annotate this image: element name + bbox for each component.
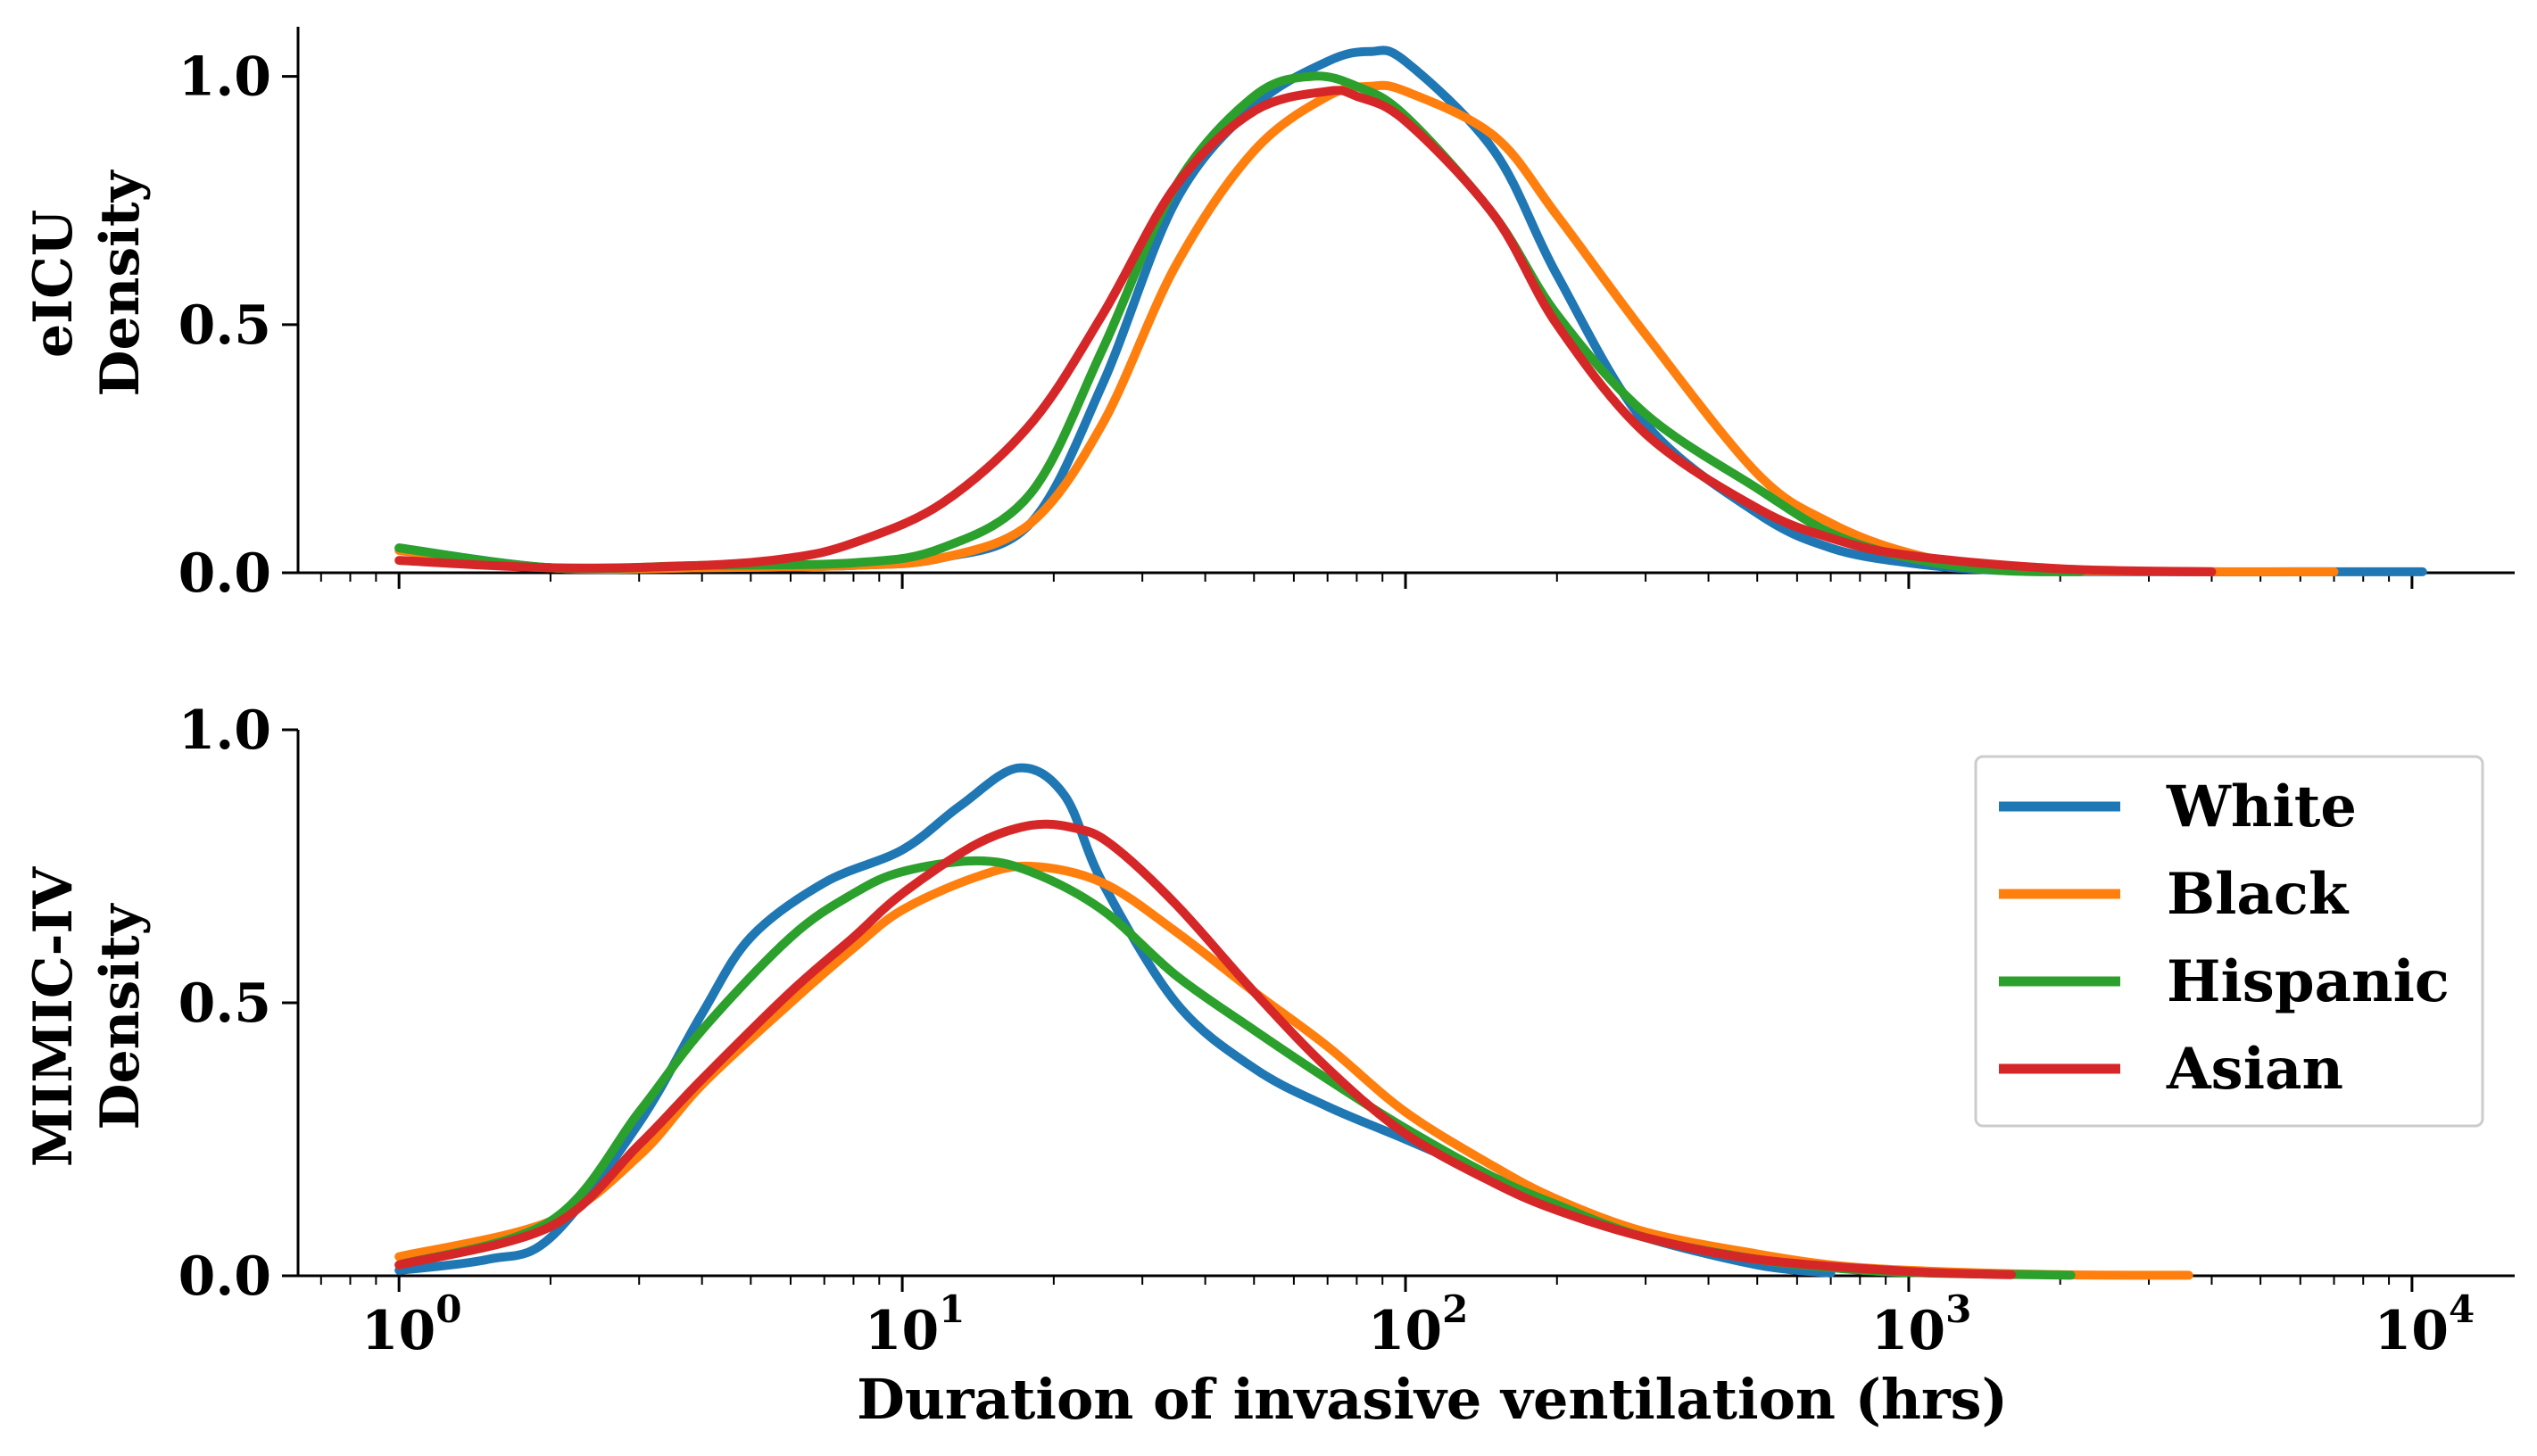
x-tick-label: 101 [865,1287,966,1362]
eicu-ylabel-line2: Density [89,169,152,396]
eicu-series [394,46,2427,577]
mimic-series-hispanic [394,856,2076,1280]
mimic-y-tick-label: 1.0 [178,699,271,762]
legend-label-asian: Asian [2166,1036,2343,1103]
mimic-ylabel-line1: MIMIC-IV [22,865,85,1167]
x-tick-label-exponent: 0 [435,1287,461,1331]
x-axis-label: Duration of invasive ventilation (hrs) [857,1367,2008,1432]
eicu-series-hispanic [394,71,2086,576]
x-tick-label: 100 [361,1287,462,1362]
x-tick-label: 103 [1871,1287,1972,1362]
x-tick-label: 104 [2375,1287,2475,1362]
eicu-y-tick-label: 1.0 [178,46,271,109]
x-tick-label-exponent: 4 [2449,1287,2475,1331]
legend-label-black: Black [2167,861,2350,928]
eicu-ylabel-line1: eICU [22,210,85,358]
x-tick-label-exponent: 1 [939,1287,965,1331]
mimic-y-ticks: 0.0 0.5 1.0 [178,699,298,1308]
mimic-ylabel-line2: Density [89,902,152,1129]
mimic-y-tick-label: 0.0 [178,1245,271,1308]
mimic-series [394,763,2193,1280]
mimic-x-ticks [319,1276,2414,1292]
x-tick-label-base: 10 [361,1300,436,1362]
legend: White Black Hispanic Asian [1974,755,2484,1128]
eicu-series-asian [394,86,2217,576]
x-tick-labels: 100 101 102 103 104 [361,1287,2475,1362]
x-tick-label-base: 10 [1368,1300,1443,1362]
eicu-y-tick-label: 0.0 [178,542,271,605]
mimic-y-tick-label: 0.5 [178,972,271,1035]
x-tick-label: 102 [1368,1287,1469,1362]
legend-frame [1974,755,2484,1128]
x-tick-label-base: 10 [2375,1300,2450,1362]
eicu-series-black [394,80,2339,576]
eicu-x-ticks [319,573,2414,589]
mimic-panel: 0.0 0.5 1.0 MIMIC-IV Density [22,699,2515,1308]
eicu-y-tick-label: 0.5 [178,294,271,357]
x-tick-label-exponent: 2 [1442,1287,1468,1331]
eicu-y-ticks: 0.0 0.5 1.0 [178,46,298,605]
mimic-series-asian [394,819,2017,1279]
legend-label-white: White [2166,774,2357,840]
eicu-panel: 0.0 0.5 1.0 eICU Density [22,27,2515,605]
x-tick-label-base: 10 [865,1300,940,1362]
x-tick-label-base: 10 [1871,1300,1946,1362]
x-tick-label-exponent: 3 [1945,1287,1971,1331]
legend-label-hispanic: Hispanic [2167,948,2450,1015]
